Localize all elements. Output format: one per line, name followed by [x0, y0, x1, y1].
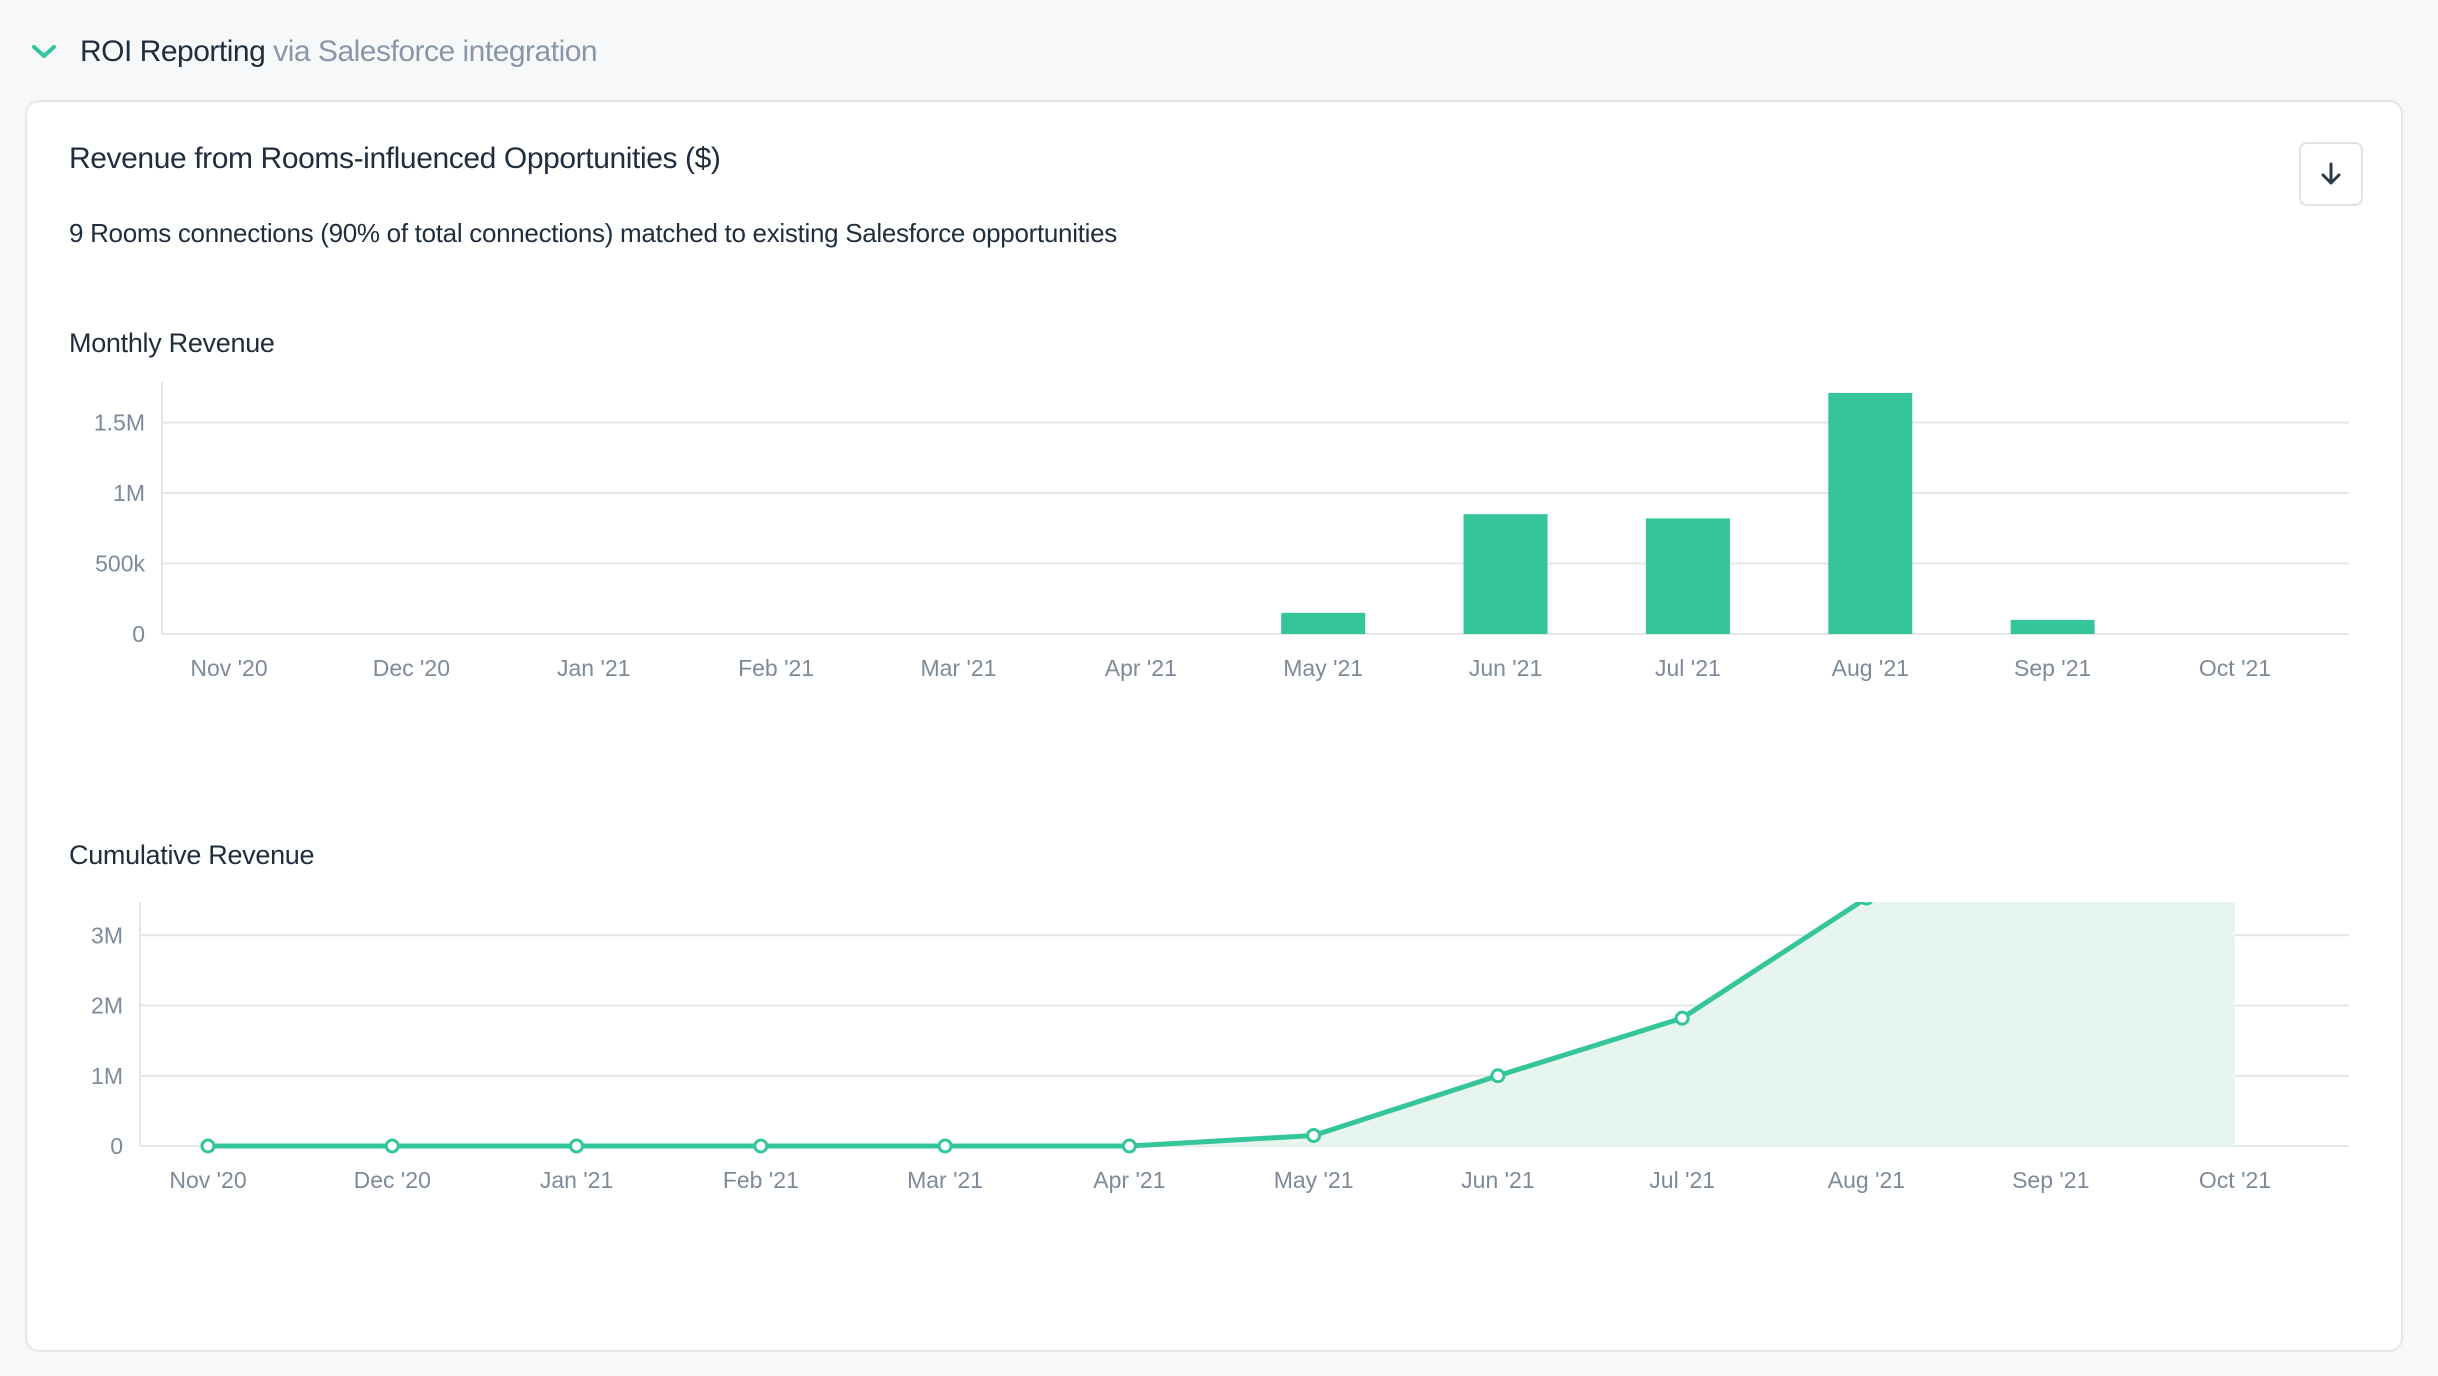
y-tick-label: 0	[110, 1133, 123, 1159]
bar[interactable]	[1828, 392, 1913, 634]
x-tick-label: Apr '21	[1093, 1167, 1165, 1193]
series-line	[208, 902, 1865, 1149]
bar[interactable]	[2010, 619, 2095, 634]
card-title: Revenue from Rooms-influenced Opportunit…	[69, 142, 721, 175]
x-tick-label: Nov '20	[169, 1167, 246, 1193]
x-tick-label: Mar '21	[907, 1167, 983, 1193]
x-tick-label: Jun '21	[1461, 1167, 1534, 1193]
section-title: ROI Reporting	[80, 35, 266, 68]
arrow-down-icon	[2321, 162, 2341, 185]
section-header: ROI Reporting via Salesforce integration	[30, 28, 598, 76]
data-point[interactable]	[200, 1138, 216, 1154]
y-tick-label: 3M	[91, 922, 123, 948]
data-point[interactable]	[569, 1138, 585, 1154]
bar[interactable]	[1645, 518, 1730, 634]
chevron-down-icon[interactable]	[30, 38, 58, 66]
x-tick-label: Jun '21	[1469, 655, 1542, 681]
monthly-revenue-title: Monthly Revenue	[69, 328, 275, 358]
x-tick-label: Feb '21	[723, 1167, 799, 1193]
x-tick-label: Feb '21	[738, 655, 814, 681]
x-tick-label: May '21	[1274, 1167, 1354, 1193]
x-tick-label: Sep '21	[2012, 1167, 2089, 1193]
data-point[interactable]	[1674, 1010, 1690, 1026]
data-point[interactable]	[1121, 1138, 1137, 1154]
y-tick-label: 0	[132, 621, 145, 647]
x-tick-label: Apr '21	[1105, 655, 1177, 681]
data-point[interactable]	[1490, 1068, 1506, 1084]
section-subtitle: via Salesforce integration	[273, 35, 598, 68]
area-fill	[208, 902, 2235, 1146]
download-button[interactable]	[2299, 142, 2363, 206]
x-tick-label: Mar '21	[920, 655, 996, 681]
bar[interactable]	[1463, 514, 1548, 634]
x-tick-label: Aug '21	[1828, 1167, 1905, 1193]
x-tick-label: Sep '21	[2014, 655, 2091, 681]
x-tick-label: Jul '21	[1649, 1167, 1715, 1193]
cumulative-revenue-title: Cumulative Revenue	[69, 840, 315, 870]
card-description: 9 Rooms connections (90% of total connec…	[69, 218, 1117, 248]
x-tick-label: Oct '21	[2199, 1167, 2271, 1193]
x-tick-label: Dec '20	[354, 1167, 431, 1193]
x-tick-label: Jan '21	[540, 1167, 613, 1193]
y-tick-label: 500k	[95, 551, 145, 577]
x-tick-label: May '21	[1283, 655, 1363, 681]
x-tick-label: Dec '20	[373, 655, 450, 681]
y-tick-label: 1.5M	[94, 410, 145, 436]
roi-card: Revenue from Rooms-influenced Opportunit…	[25, 100, 2403, 1352]
y-tick-label: 1M	[91, 1063, 123, 1089]
y-tick-label: 1M	[113, 480, 145, 506]
data-point[interactable]	[937, 1138, 953, 1154]
x-tick-label: Aug '21	[1832, 655, 1909, 681]
data-point[interactable]	[1306, 1127, 1322, 1143]
data-point[interactable]	[1860, 902, 1873, 906]
bar[interactable]	[1281, 612, 1366, 634]
data-point[interactable]	[753, 1138, 769, 1154]
x-tick-label: Jul '21	[1655, 655, 1721, 681]
y-tick-label: 2M	[91, 993, 123, 1019]
x-tick-label: Jan '21	[557, 655, 630, 681]
data-point[interactable]	[384, 1138, 400, 1154]
x-tick-label: Oct '21	[2199, 655, 2271, 681]
x-tick-label: Nov '20	[190, 655, 267, 681]
